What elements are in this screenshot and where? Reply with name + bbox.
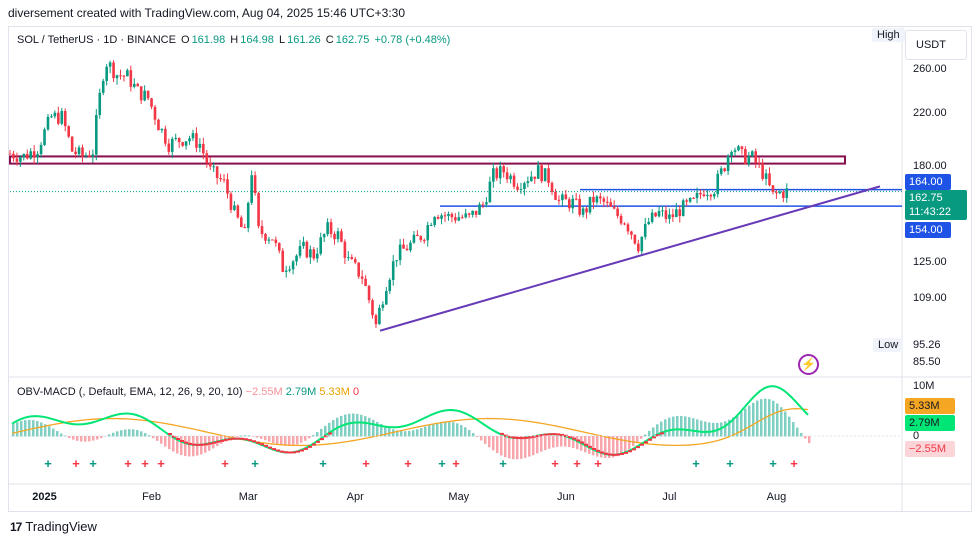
attribution-text: diversement created with TradingView.com… — [8, 6, 406, 20]
indicator-name: OBV-MACD (, Default, EMA, 12, 26, 9, 20,… — [17, 386, 243, 398]
badge-macd: −2.55M — [905, 441, 955, 457]
chart-frame[interactable] — [8, 26, 972, 512]
indicator-legend[interactable]: OBV-MACD (, Default, EMA, 12, 26, 9, 20,… — [17, 386, 359, 398]
symbol-title[interactable]: SOL / TetherUS · 1D · BINANCE — [17, 34, 176, 46]
high-value: 164.98 — [240, 34, 274, 46]
open-label: O — [181, 34, 190, 46]
badge-lower-line: 154.00 — [905, 222, 951, 238]
low-marker-label: Low — [873, 338, 904, 352]
low-label: L — [278, 34, 286, 46]
indicator-value-slow: 5.33M — [319, 386, 350, 398]
badge-last-price: 162.75 11:43:22 — [905, 190, 967, 220]
currency-selector[interactable]: USDT — [905, 30, 967, 60]
low-value: 161.26 — [287, 34, 321, 46]
footer-brand[interactable]: 17 TradingView — [10, 519, 97, 534]
last-price-value: 162.75 — [909, 192, 943, 204]
indicator-axis-10m: 10M — [913, 380, 935, 392]
countdown-value: 11:43:22 — [909, 206, 952, 218]
close-label: C — [325, 34, 334, 46]
change-value: +0.78 (+0.48%) — [374, 34, 451, 46]
badge-slow-line: 5.33M — [905, 398, 955, 414]
footer-brand-text: TradingView — [25, 519, 97, 534]
indicator-axis-zero: 0 — [913, 430, 920, 442]
high-marker: High — [872, 28, 905, 42]
indicator-value-zero: 0 — [353, 386, 360, 398]
tradingview-logo-icon: 17 — [10, 519, 22, 534]
indicator-value-fast: 2.79M — [285, 386, 317, 398]
close-value: 162.75 — [335, 34, 370, 46]
badge-fast-line: 2.79M — [905, 415, 955, 431]
low-marker-value: 95.26 — [913, 339, 941, 351]
open-value: 161.98 — [191, 34, 226, 46]
badge-upper-line: 164.00 — [905, 174, 951, 190]
indicator-value-macd: −2.55M — [245, 386, 283, 398]
alert-icon[interactable]: ⚡ — [798, 354, 819, 375]
high-label: H — [230, 34, 239, 46]
